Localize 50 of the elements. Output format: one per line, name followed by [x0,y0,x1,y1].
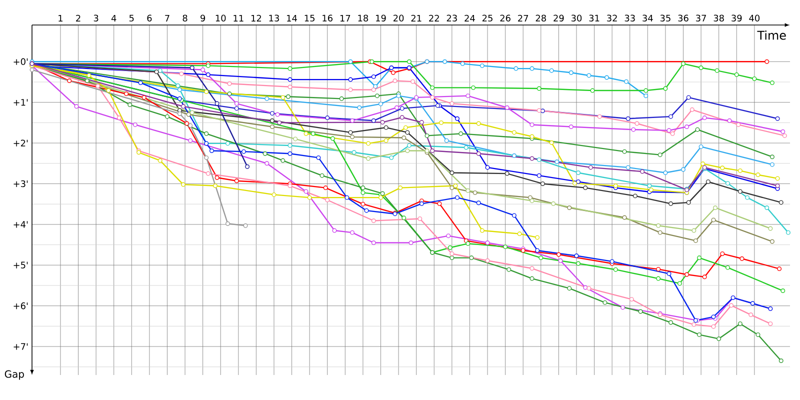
x-tick-label: 39 [732,14,742,22]
x-tick-label: 1 [58,14,62,22]
x-tick-label: 14 [287,14,297,22]
x-tick-label: 38 [714,14,724,22]
x-tick-label: 30 [571,14,582,22]
x-tick-label: 36 [678,14,688,22]
x-tick-label: 37 [696,14,706,22]
x-tick-label: 5 [129,14,134,22]
x-tick-label: 24 [464,14,475,22]
y-tick-label: +7' [14,343,28,350]
x-tick-label: 9 [200,14,206,22]
x-tick-label: 22 [429,14,439,22]
y-tick-label: +2' [14,140,28,146]
y-tick-label: +4' [14,221,28,228]
y-tick-label: +6' [14,302,28,310]
x-tick-label: 12 [251,14,262,22]
x-tick-label: 29 [554,14,564,22]
x-tick-label: 13 [269,14,279,22]
x-tick-label: 31 [589,14,600,22]
y-tick-label: +0' [14,58,28,66]
x-tick-label: 20 [394,14,404,22]
x-tick-label: 11 [234,14,244,22]
x-tick-label: 28 [536,14,546,22]
x-tick-label: 16 [322,14,333,22]
y-axis-title: Gap [4,370,24,380]
x-tick-label: 23 [446,14,457,22]
x-tick-label: 35 [660,14,670,22]
x-tick-label: 18 [358,14,368,22]
x-tick-label: 34 [642,14,653,22]
x-tick-label: 15 [304,14,314,22]
x-tick-label: 17 [340,14,350,22]
x-tick-label: 7 [165,14,170,22]
x-tick-label: 33 [624,14,635,22]
x-tick-label: 3 [94,14,98,22]
x-tick-label: 27 [518,14,528,22]
y-tick-label: +1' [14,99,28,106]
x-tick-label: 6 [147,14,152,22]
x-tick-label: 4 [111,14,116,22]
x-tick-label: 21 [411,14,422,22]
y-tick-label: +3' [14,180,28,188]
y-tick-label: +5' [14,262,28,268]
x-tick-label: 32 [607,14,617,22]
x-axis-title: Time [757,30,786,40]
x-tick-label: 8 [182,14,188,22]
x-tick-label: 10 [216,14,226,22]
x-tick-label: 26 [500,14,510,22]
x-tick-label: 19 [376,14,386,22]
x-tick-label: 2 [76,14,80,22]
x-tick-label: 25 [482,14,492,22]
x-tick-label: 40 [749,14,760,22]
